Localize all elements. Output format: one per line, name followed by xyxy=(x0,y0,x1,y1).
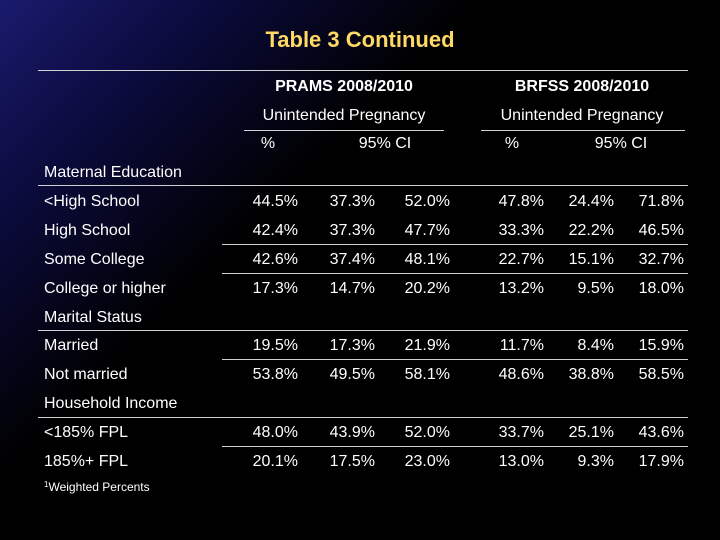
prams-subheader: Unintended Pregnancy xyxy=(262,107,426,124)
brfss-ci-high: 46.5% xyxy=(638,222,684,239)
brfss-ci-low: 8.4% xyxy=(577,337,614,354)
brfss-ci-high: 17.9% xyxy=(638,453,684,470)
top-rule xyxy=(38,70,688,71)
section-household-income: Household Income xyxy=(44,395,178,412)
brfss-ci-low: 9.3% xyxy=(577,453,614,470)
prams-ci-low: 43.9% xyxy=(329,424,375,441)
footnote-text: Weighted Percents xyxy=(48,480,150,494)
brfss-pct: 48.6% xyxy=(498,366,544,383)
row-label: <185% FPL xyxy=(44,424,129,441)
brfss-pct: 22.7% xyxy=(498,251,544,268)
brfss-pct: 13.0% xyxy=(498,453,544,470)
prams-ci-header: 95% CI xyxy=(358,135,412,152)
prams-ci-high: 48.1% xyxy=(404,251,450,268)
brfss-ci-low: 22.2% xyxy=(568,222,614,239)
prams-ci-high: 58.1% xyxy=(404,366,450,383)
brfss-ci-high: 15.9% xyxy=(638,337,684,354)
prams-ci-high: 52.0% xyxy=(404,424,450,441)
prams-ci-low: 37.3% xyxy=(329,222,375,239)
prams-ci-high: 52.0% xyxy=(404,193,450,210)
prams-pct: 42.4% xyxy=(252,222,298,239)
education-rule xyxy=(38,185,688,186)
row-label: <High School xyxy=(44,193,140,210)
brfss-ci-high: 18.0% xyxy=(638,280,684,297)
brfss-pct: 13.2% xyxy=(498,280,544,297)
row-rule xyxy=(222,359,688,360)
section-marital-status: Marital Status xyxy=(44,309,142,326)
prams-pct: 53.8% xyxy=(252,366,298,383)
brfss-ci-high: 43.6% xyxy=(638,424,684,441)
row-label: Married xyxy=(44,337,99,354)
brfss-ci-high: 32.7% xyxy=(638,251,684,268)
brfss-subheader: Unintended Pregnancy xyxy=(500,107,664,124)
brfss-rule xyxy=(481,130,685,131)
prams-pct-header: % xyxy=(260,135,276,152)
row-rule xyxy=(222,273,688,274)
row-label: 185%+ FPL xyxy=(44,453,129,470)
brfss-ci-low: 24.4% xyxy=(568,193,614,210)
brfss-header: BRFSS 2008/2010 xyxy=(514,78,650,95)
prams-header: PRAMS 2008/2010 xyxy=(275,78,413,95)
row-label: Some College xyxy=(44,251,145,268)
slide-title: Table 3 Continued xyxy=(265,27,455,52)
prams-pct: 48.0% xyxy=(252,424,298,441)
brfss-ci-low: 15.1% xyxy=(568,251,614,268)
brfss-ci-header: 95% CI xyxy=(594,135,648,152)
prams-ci-high: 23.0% xyxy=(404,453,450,470)
brfss-ci-low: 9.5% xyxy=(577,280,614,297)
row-label: High School xyxy=(44,222,131,239)
brfss-pct: 33.7% xyxy=(498,424,544,441)
marital-rule xyxy=(38,330,688,331)
prams-ci-low: 37.3% xyxy=(329,193,375,210)
prams-ci-low: 17.3% xyxy=(329,337,375,354)
prams-pct: 44.5% xyxy=(252,193,298,210)
prams-ci-low: 37.4% xyxy=(329,251,375,268)
footnote: 1Weighted Percents xyxy=(44,480,150,494)
row-rule xyxy=(222,244,688,245)
brfss-pct: 47.8% xyxy=(498,193,544,210)
brfss-pct: 11.7% xyxy=(499,337,544,354)
prams-pct: 17.3% xyxy=(252,280,298,297)
prams-ci-high: 20.2% xyxy=(404,280,450,297)
brfss-pct: 33.3% xyxy=(498,222,544,239)
prams-ci-high: 21.9% xyxy=(404,337,450,354)
prams-rule xyxy=(244,130,444,131)
brfss-ci-low: 38.8% xyxy=(568,366,614,383)
row-label: College or higher xyxy=(44,280,166,297)
brfss-ci-high: 58.5% xyxy=(638,366,684,383)
income-rule xyxy=(38,417,688,418)
prams-pct: 20.1% xyxy=(252,453,298,470)
section-maternal-education: Maternal Education xyxy=(44,164,182,181)
brfss-ci-low: 25.1% xyxy=(568,424,614,441)
footnote-mark: 1 xyxy=(44,480,49,489)
brfss-ci-high: 71.8% xyxy=(638,193,684,210)
prams-pct: 42.6% xyxy=(252,251,298,268)
prams-pct: 19.5% xyxy=(252,337,298,354)
prams-ci-low: 14.7% xyxy=(329,280,375,297)
prams-ci-low: 49.5% xyxy=(329,366,375,383)
prams-ci-high: 47.7% xyxy=(404,222,450,239)
row-label: Not married xyxy=(44,366,128,383)
prams-ci-low: 17.5% xyxy=(329,453,375,470)
brfss-pct-header: % xyxy=(504,135,520,152)
row-rule xyxy=(222,446,688,447)
